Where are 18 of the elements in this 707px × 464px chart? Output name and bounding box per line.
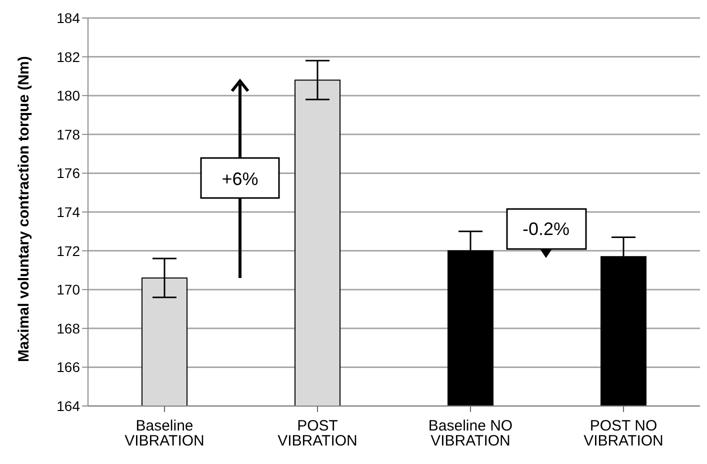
y-tick-label: 170 [56, 282, 80, 298]
y-tick-label: 168 [56, 320, 80, 336]
y-axis-title: Maximal voluntary contraction torque (Nm) [15, 56, 32, 362]
x-tick-label: Baseline VIBRATION [124, 418, 204, 450]
y-tick-label: 182 [56, 48, 80, 65]
y-tick-label: 178 [56, 126, 80, 142]
y-tick-label: 172 [56, 242, 80, 259]
y-tick-label: 176 [56, 165, 80, 182]
x-tick-label: POST NO VIBRATION [584, 418, 664, 450]
y-tick-label: 164 [56, 398, 80, 414]
x-tick-label: Baseline NO VIBRATION [428, 418, 513, 450]
annotation: +6% [222, 169, 258, 189]
y-tick-label: 174 [56, 204, 80, 220]
y-tick-label: 180 [56, 88, 80, 104]
y-tick-label: 184 [56, 10, 80, 26]
annotation: -0.2% [522, 219, 570, 239]
x-tick-label: POST VIBRATION [278, 418, 358, 450]
y-tick-label: 166 [56, 359, 80, 376]
